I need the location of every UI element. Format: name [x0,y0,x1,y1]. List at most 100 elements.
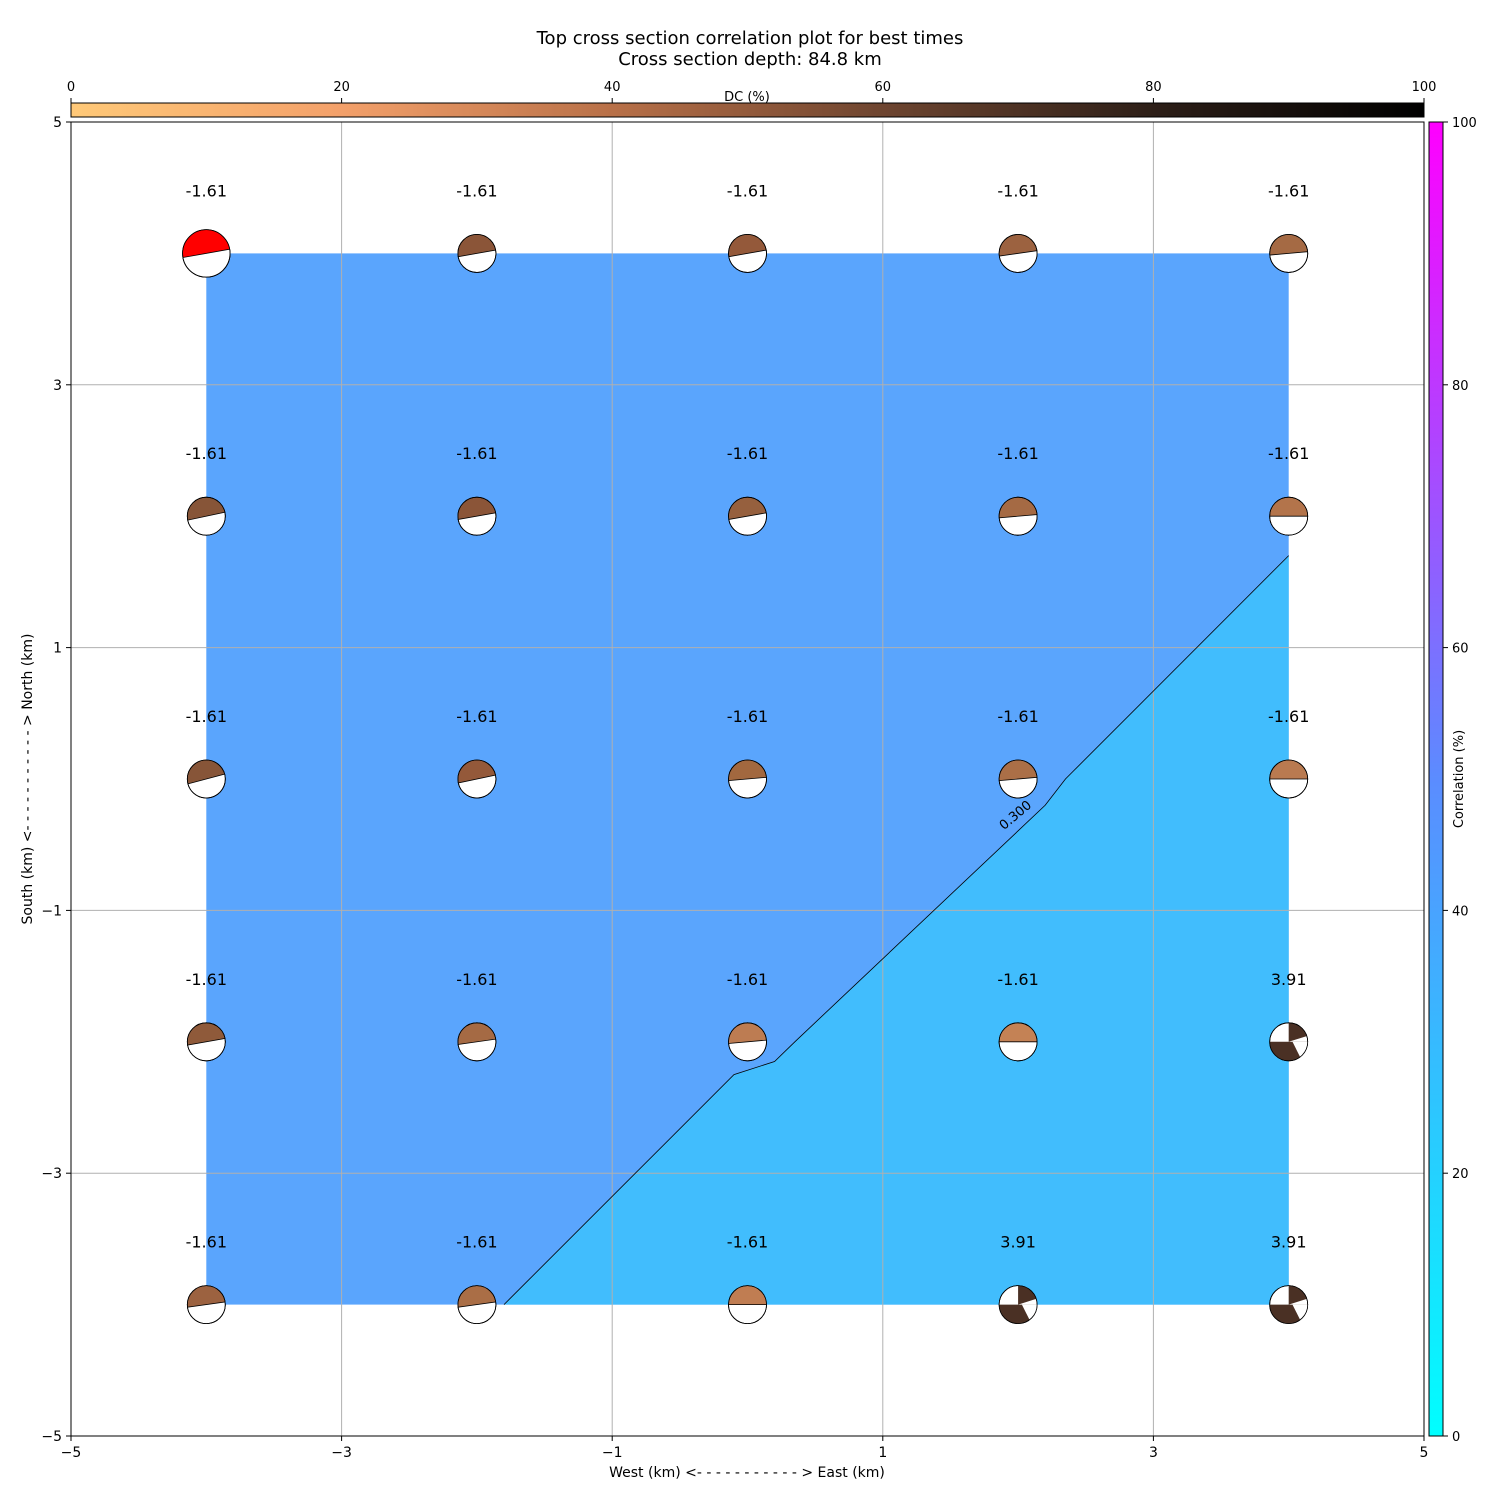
dc-tick-label: 0 [67,80,75,95]
beachball-marker [186,1285,226,1324]
x-tick-label: −1 [602,1445,623,1461]
beachball-marker [728,233,767,273]
beachball-rim [998,1285,1038,1324]
beachball-marker [457,496,497,536]
plot-area: 0.300 -1.61 -1.61 -1.61 -1.61 -1.61-1.61 -1.6… [41,115,1428,1461]
y-tick-label: −5 [41,1429,62,1445]
contour-line [503,555,1289,1305]
plot-frame [70,121,1425,1437]
beachball-rim [1269,1022,1309,1062]
beachball-marker [457,1285,497,1324]
beachball-rim [1269,496,1309,536]
x-tick-label: −3 [331,1445,352,1461]
point-value-label: -1.61 [997,181,1038,200]
y-tick-label: −3 [41,1166,62,1182]
correlation-tick-label: 100 [1452,116,1477,131]
beachball-rim [186,1285,226,1324]
point-value-label: -1.61 [727,444,768,463]
dc-tick-label: 80 [1145,80,1162,95]
correlation-fill [206,253,1289,1305]
beachball-rim [728,759,767,799]
point-value-label: -1.61 [186,1233,227,1252]
point-value-label: -1.61 [186,444,227,463]
beachball-marker [998,1285,1038,1324]
chart-title: Top cross section correlation plot for b… [536,28,964,49]
beachball-marker [1269,759,1309,799]
x-axis-label: West (km) <- - - - - - - - - - - > East … [609,1465,885,1481]
point-value-label: -1.61 [727,707,768,726]
point-value-label: -1.61 [997,970,1038,989]
beachball-rim [186,759,226,799]
correlation-tick-label: 80 [1452,379,1469,394]
correlation-tick-label: 20 [1452,1167,1469,1182]
point-value-label: -1.61 [727,181,768,200]
point-value-label: 3.91 [1271,1233,1307,1252]
beachball-marker [998,759,1038,799]
beachball-rim [457,1022,497,1062]
beachball-rim [457,496,497,536]
beachball-marker [1269,233,1309,273]
beachball-marker [728,759,767,799]
y-tick-label: 3 [53,378,62,394]
beachball-rim [728,1022,767,1062]
point-value-label: -1.61 [1268,181,1309,200]
dc-tick-label: 60 [875,80,892,95]
point-value-label: 3.91 [1271,970,1307,989]
correlation-tick-label: 60 [1452,642,1469,657]
y-axis-ticks: −5 −3 −1 1 3 5 [41,115,71,1445]
beachball-rim [998,1022,1038,1062]
dc-colorbar: DC (%) 0 20 40 60 80 100 [67,80,1437,118]
beachball-rim [1269,759,1309,799]
beachball-rim [182,229,231,278]
chart-subtitle: Cross section depth: 84.8 km [618,49,882,70]
dc-colorbar-ticks: 0 20 40 60 80 100 [67,80,1437,103]
y-tick-label: 1 [53,641,62,657]
beachball-marker [998,233,1038,273]
beachball-marker [457,759,497,799]
dc-tick-label: 100 [1412,80,1437,95]
beachball-marker [728,1285,767,1324]
beachball-marker [998,496,1038,536]
dc-tick-label: 20 [333,80,350,95]
correlation-colorbar-label: Correlation (%) [1452,730,1467,828]
beachball-rim [457,233,497,273]
correlation-tick-label: 40 [1452,904,1469,919]
x-tick-label: 5 [1420,1445,1429,1461]
point-value-label: -1.61 [456,1233,497,1252]
correlation-colorbar: 0 20 40 60 80 100 Correlation (%) [1428,116,1477,1445]
point-value-label: -1.61 [456,707,497,726]
beachball-rim [728,496,767,536]
beachball-rim [1269,233,1309,273]
beachball-layer: -1.61 -1.61 -1.61 -1.61 -1.61 -1.61 -1.61 -1.61… [182,181,1309,1324]
point-value-label: -1.61 [186,970,227,989]
correlation-colorbar-bar [1428,121,1444,1437]
beachball-marker [457,1022,497,1062]
point-value-label: -1.61 [1268,444,1309,463]
point-value-label: -1.61 [1268,707,1309,726]
point-value-label: -1.61 [727,970,768,989]
y-tick-label: 5 [53,115,62,131]
correlation-colorbar-ticks: 0 20 40 60 80 100 [1443,116,1477,1445]
beachball-wedge [1288,1022,1307,1042]
beachball-marker [186,759,226,799]
beachball-marker [1269,496,1309,536]
beachball-marker [1269,1022,1309,1062]
point-value-label: -1.61 [997,444,1038,463]
beachball-rim [998,496,1038,536]
point-value-label: -1.61 [997,707,1038,726]
beachball-rim [1269,1285,1309,1324]
point-value-label: -1.61 [456,444,497,463]
beachball-rim [186,496,226,536]
beachball-rim [457,759,497,799]
beachball-marker [186,1022,226,1062]
dc-colorbar-label: DC (%) [724,90,770,105]
low-correlation-region [503,555,1289,1305]
point-value-label: -1.61 [186,707,227,726]
point-value-label: -1.61 [456,970,497,989]
beachball-rim [457,1285,497,1324]
beachball-rim [728,1285,767,1324]
beachball-marker [728,496,767,536]
beachball-wedge [1018,1285,1037,1305]
x-axis-ticks: −5 −3 −1 1 3 5 [61,1436,1429,1461]
